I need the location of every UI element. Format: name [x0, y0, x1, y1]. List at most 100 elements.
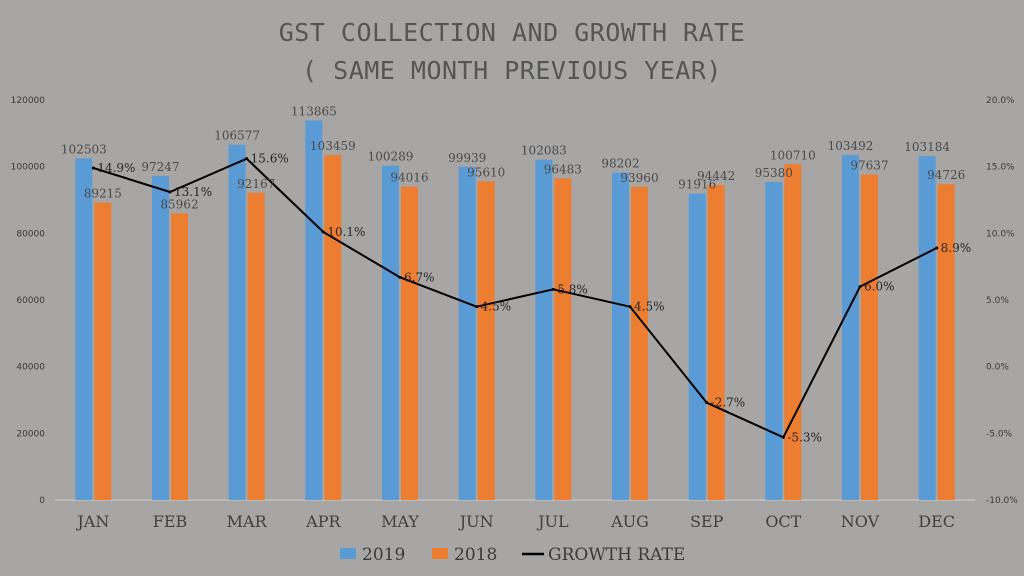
labels-layer: 102503 89215 97247 85962 106577 92167 113865 10… [61, 104, 971, 444]
bar-2019 [612, 172, 629, 500]
y-left-tick-label: 120000 [11, 96, 46, 106]
growth-rate-point [781, 435, 785, 439]
bar-2018 [94, 202, 112, 500]
bar-value-label-2018: 94442 [697, 169, 735, 183]
bar-2019 [305, 120, 323, 500]
growth-rate-point [91, 166, 95, 170]
x-category-label: SEP [690, 512, 724, 531]
growth-rate-point [705, 401, 709, 405]
x-category-label: MAY [381, 512, 419, 531]
bar-value-label-2019: 100289 [368, 150, 414, 164]
bar-2019 [458, 166, 476, 500]
bar-value-label-2018: 96483 [544, 162, 582, 176]
bar-value-label-2018: 85962 [160, 197, 198, 211]
growth-rate-point [245, 157, 249, 161]
growth-rate-point [321, 230, 325, 234]
growth-rate-point [628, 305, 632, 309]
legend: 2019 2018 GROWTH RATE [340, 545, 685, 565]
bars-layer [75, 120, 955, 501]
x-category-label: DEC [918, 512, 955, 531]
bar-value-label-2019: 102083 [521, 144, 567, 158]
growth-rate-label: -5.3% [787, 430, 822, 444]
y-left-tick-label: 20000 [16, 429, 45, 439]
x-category-label: JUL [536, 512, 569, 531]
x-category-label: MAR [227, 512, 268, 531]
y-right-tick-label: 10.0% [986, 229, 1015, 239]
bar-value-label-2019: 103492 [828, 139, 874, 153]
legend-label-2018: 2018 [454, 545, 497, 565]
bar-value-label-2019: 99939 [448, 151, 486, 165]
chart-title-line2: ( SAME MONTH PREVIOUS YEAR) [302, 56, 722, 85]
bar-2019 [842, 155, 859, 500]
y-right-tick-label: 20.0% [986, 96, 1015, 106]
bar-value-label-2018: 92167 [237, 177, 275, 191]
bar-2018 [861, 174, 878, 500]
y-left-tick-label: 100000 [11, 163, 46, 173]
bar-value-label-2019: 97247 [141, 160, 179, 174]
growth-rate-point [398, 275, 402, 279]
growth-rate-label: 8.9% [941, 241, 972, 255]
bar-2018 [401, 186, 418, 500]
bar-value-label-2018: 95610 [467, 165, 505, 179]
bar-value-label-2019: 91916 [678, 178, 716, 192]
y-right-tick-label: -10.0% [986, 496, 1018, 506]
growth-rate-point [168, 190, 172, 194]
x-category-label: NOV [841, 512, 880, 531]
x-category-label: JUN [458, 512, 494, 531]
bar-2019 [75, 158, 93, 500]
y-left-tick-label: 60000 [16, 296, 45, 306]
y-right-tick-label: 15.0% [986, 163, 1015, 173]
bar-value-label-2018: 93960 [620, 171, 658, 185]
axes-layer: 0 20000 40000 60000 80000 100000 120000 -10.0% -… [11, 96, 1019, 531]
x-category-label: AUG [610, 512, 649, 531]
bar-value-label-2019: 98202 [601, 157, 639, 171]
growth-rate-label: 6.7% [404, 270, 435, 284]
growth-rate-point [475, 305, 479, 309]
legend-swatch-2018 [432, 548, 448, 559]
bar-value-label-2019: 95380 [755, 166, 793, 180]
bar-2018 [171, 213, 188, 500]
growth-rate-line [93, 157, 938, 439]
y-right-tick-label: 5.0% [986, 296, 1009, 306]
growth-rate-label: 10.1% [327, 225, 365, 239]
bar-value-label-2018: 97637 [850, 159, 888, 173]
bar-2019 [382, 165, 399, 500]
x-category-label: JAN [75, 512, 109, 531]
y-right-tick-label: -5.0% [986, 429, 1013, 439]
x-category-label: APR [305, 512, 341, 531]
bar-2018 [554, 178, 572, 500]
bar-value-label-2018: 100710 [770, 148, 816, 162]
bar-2019 [535, 159, 553, 500]
bar-value-label-2019: 103184 [904, 140, 950, 154]
bar-2018 [477, 181, 495, 501]
bar-value-label-2018: 103459 [310, 139, 356, 153]
bar-2018 [247, 192, 265, 500]
legend-label-growth-rate: GROWTH RATE [548, 545, 685, 565]
y-left-tick-label: 0 [39, 496, 45, 506]
bar-2018 [631, 186, 648, 501]
bar-2019 [688, 193, 706, 500]
y-left-tick-label: 80000 [16, 229, 45, 239]
growth-line-layer [91, 157, 939, 439]
growth-rate-label: 4.5% [634, 300, 665, 314]
growth-rate-point [935, 246, 939, 250]
growth-rate-label: 5.8% [557, 282, 588, 296]
bar-2018 [707, 185, 725, 500]
bar-value-label-2018: 94016 [390, 171, 428, 185]
bar-2018 [937, 184, 955, 500]
growth-rate-label: 6.0% [864, 280, 895, 294]
bar-value-label-2018: 94726 [927, 168, 965, 182]
bar-value-label-2019: 102503 [61, 142, 107, 156]
y-left-tick-label: 40000 [16, 363, 45, 373]
y-right-tick-label: 0.0% [986, 363, 1009, 373]
bar-2019 [765, 182, 783, 501]
x-category-label: OCT [765, 512, 801, 531]
chart-title-line1: GST COLLECTION AND GROWTH RATE [279, 18, 746, 47]
growth-rate-label: 15.6% [251, 152, 289, 166]
bar-value-label-2019: 106577 [214, 129, 260, 143]
bar-2018 [324, 155, 342, 501]
bar-2018 [784, 164, 802, 501]
bar-value-label-2019: 113865 [291, 104, 337, 118]
legend-label-2019: 2019 [362, 545, 405, 565]
